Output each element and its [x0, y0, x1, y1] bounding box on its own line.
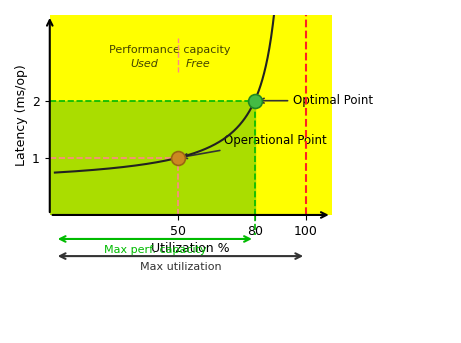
Text: Free: Free — [186, 59, 211, 69]
Text: Performance capacity: Performance capacity — [109, 45, 231, 56]
Y-axis label: Latency (ms/op): Latency (ms/op) — [15, 64, 28, 166]
Text: Optimal Point: Optimal Point — [260, 94, 373, 107]
X-axis label: Utilization %: Utilization % — [151, 242, 230, 255]
Text: Used: Used — [130, 59, 159, 69]
Text: Operational Point: Operational Point — [183, 134, 327, 158]
Text: Max utilization: Max utilization — [140, 262, 221, 272]
Bar — [50, 101, 255, 215]
Text: Max perf. capacity: Max perf. capacity — [104, 245, 206, 255]
